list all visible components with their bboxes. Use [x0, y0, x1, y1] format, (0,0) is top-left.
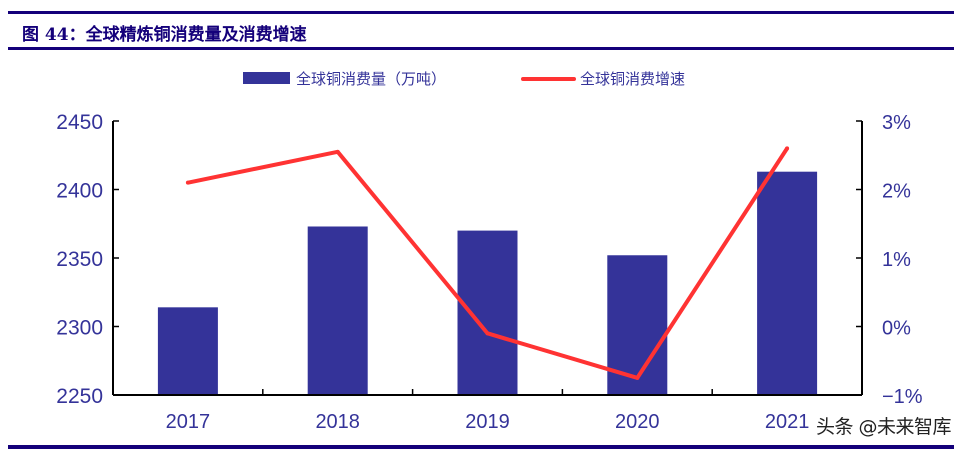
bar-2018	[307, 226, 368, 395]
bar-2017	[157, 307, 218, 395]
legend-line-label: 全球铜消费增速	[580, 70, 685, 88]
x-tick-label: 2019	[465, 411, 510, 433]
growth-point-2018	[335, 149, 340, 154]
left-tick-label: 2450	[56, 111, 103, 134]
top-rule	[8, 11, 954, 14]
bar-2020	[607, 255, 668, 395]
growth-point-2017	[185, 180, 190, 185]
watermark: 头条 @未来智库	[816, 416, 952, 438]
bottom-rule	[8, 445, 954, 449]
right-tick-label: 1%	[882, 249, 911, 271]
growth-point-2021	[785, 146, 790, 151]
right-tick-label: −1%	[882, 386, 923, 408]
right-tick-label: 0%	[882, 318, 911, 340]
left-tick-label: 2350	[56, 248, 103, 271]
bar-2021	[757, 171, 818, 395]
x-tick-label: 2017	[166, 411, 211, 433]
title-rule	[8, 47, 954, 50]
x-tick-label: 2020	[615, 411, 660, 433]
right-tick-label: 3%	[882, 112, 911, 134]
growth-point-2020	[635, 375, 640, 380]
left-tick-label: 2400	[56, 180, 103, 203]
bar-2019	[457, 230, 518, 395]
legend-bar-label: 全球铜消费量（万吨）	[296, 70, 446, 88]
left-tick-label: 2250	[56, 385, 103, 408]
left-tick-label: 2300	[56, 317, 103, 340]
figure-title: 图 44：全球精炼铜消费量及消费增速	[22, 25, 307, 45]
growth-point-2019	[485, 331, 490, 336]
x-tick-label: 2018	[315, 411, 360, 433]
right-tick-label: 2%	[882, 181, 911, 203]
legend-bar-swatch	[243, 72, 290, 84]
x-tick-label: 2021	[765, 411, 810, 433]
